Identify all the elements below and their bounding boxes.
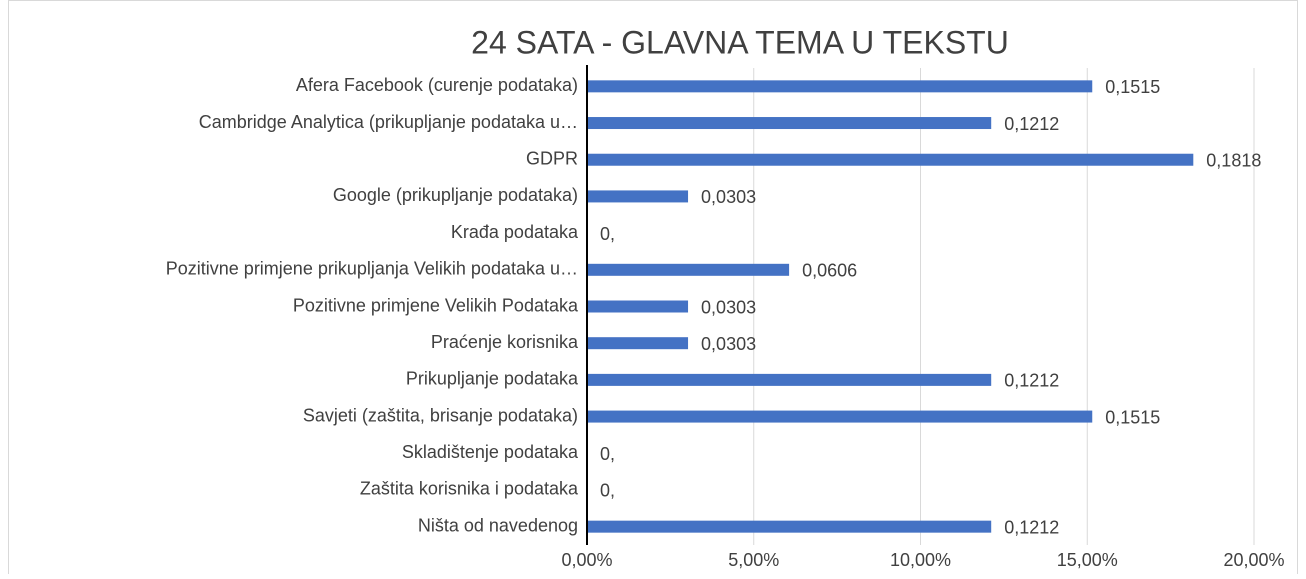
x-tick-label: 0,00%: [561, 550, 612, 570]
data-label: 0,1515: [1105, 77, 1160, 97]
y-tick-label: Cambridge Analytica (prikupljanje podata…: [199, 112, 578, 132]
x-tick-label: 15,00%: [1057, 550, 1118, 570]
y-tick-label: Skladištenje podataka: [402, 442, 579, 462]
y-tick-label: Afera Facebook (curenje podataka): [296, 75, 578, 95]
bar: [587, 337, 689, 350]
y-tick-label: Pozitivne primjene prikupljanja Velikih …: [166, 259, 578, 279]
y-tick-label: Prikupljanje podataka: [406, 369, 579, 389]
x-tick-label: 20,00%: [1223, 550, 1284, 570]
x-tick-label: 10,00%: [890, 550, 951, 570]
bar: [587, 373, 992, 386]
data-label: 0,0303: [701, 187, 756, 207]
data-label: 0,1818: [1206, 150, 1261, 170]
bar: [587, 520, 992, 533]
y-tick-label: Zaštita korisnika i podataka: [360, 479, 579, 499]
bar: [587, 300, 689, 313]
data-label: 0,: [600, 444, 615, 464]
chart-title: 24 SATA - GLAVNA TEMA U TEKSTU: [471, 24, 1009, 60]
y-tick-label: Pozitivne primjene Velikih Podataka: [293, 295, 579, 315]
bar: [587, 80, 1093, 93]
data-label: 0,0303: [701, 334, 756, 354]
data-label: 0,1212: [1004, 517, 1059, 537]
data-label: 0,0606: [802, 261, 857, 281]
y-tick-label: Krađa podataka: [451, 222, 579, 242]
y-tick-label: Ništa od navedenog: [418, 515, 578, 535]
y-tick-label: Google (prikupljanje podataka): [333, 185, 578, 205]
y-tick-label: Savjeti (zaštita, brisanje podataka): [303, 405, 578, 425]
bar: [587, 190, 689, 203]
data-label: 0,1212: [1004, 371, 1059, 391]
data-label: 0,1515: [1105, 407, 1160, 427]
data-label: 0,0303: [701, 297, 756, 317]
y-tick-label: Praćenje korisnika: [431, 332, 579, 352]
bar: [587, 410, 1093, 423]
chart-frame: [8, 0, 1298, 579]
data-label: 0,1212: [1004, 114, 1059, 134]
bar: [587, 117, 992, 130]
data-label: 0,: [600, 481, 615, 501]
data-label: 0,: [600, 224, 615, 244]
x-tick-label: 5,00%: [728, 550, 779, 570]
bar: [587, 263, 790, 276]
bar: [587, 153, 1194, 166]
y-tick-label: GDPR: [526, 148, 578, 168]
